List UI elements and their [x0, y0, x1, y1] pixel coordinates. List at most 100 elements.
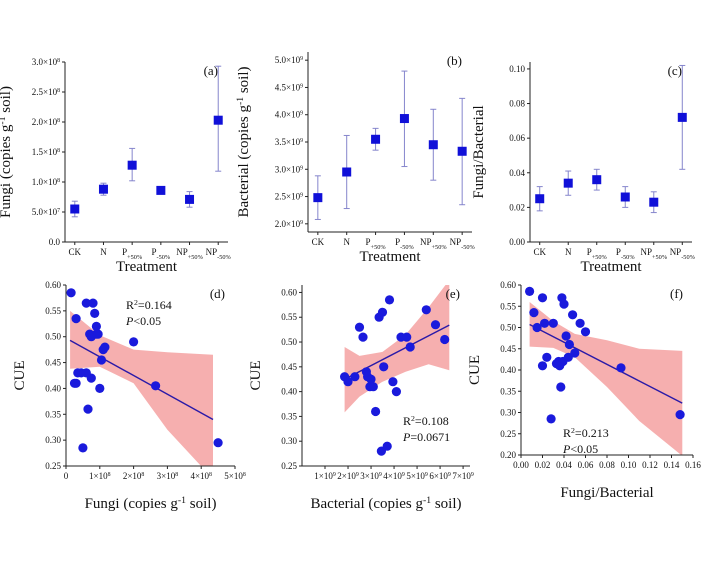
y-tick-label: 0.35: [45, 409, 61, 419]
panel-e: 0.25 0.30 0.35 0.40 0.45 0.50 0.55 0.60 1×109 2×1…: [248, 285, 474, 513]
y-tick-label: 0.30: [500, 408, 516, 418]
x-tick-label: 1×109: [314, 471, 336, 481]
panel-label: (b): [447, 53, 462, 68]
x-tick-label: 5×108: [224, 471, 246, 481]
x-tick-label: NP+50%: [420, 237, 447, 251]
regression-line: [69, 339, 214, 421]
y-tick-label: 0.04: [509, 168, 525, 178]
data-point: [564, 339, 575, 350]
data-point: [525, 286, 535, 296]
annotation-p: P=0.0671: [402, 430, 450, 444]
data-point: [440, 334, 450, 345]
annotation-p: P<0.05: [562, 442, 598, 456]
data-point: [90, 308, 100, 318]
y-tick-label: 0.00: [509, 237, 525, 247]
x-tick-label: 5×109: [406, 471, 428, 481]
x-tick-label: CK: [533, 247, 546, 257]
y-tick-label: 3.5×109: [275, 137, 303, 147]
annotation-r2: R2=0.164: [126, 298, 172, 313]
y-tick-label: 0.08: [509, 99, 525, 109]
y-tick-label: 0.25: [45, 461, 61, 471]
panel-label: (e): [446, 286, 460, 301]
y-tick-label: 0.40: [45, 383, 61, 393]
data-point: [535, 194, 545, 204]
data-point: [213, 438, 223, 448]
y-tick-label: 1.0×108: [32, 177, 60, 187]
y-tick-label: 0.30: [281, 436, 297, 446]
y-tick-label: 3.0×109: [275, 164, 303, 174]
data-point: [343, 377, 353, 387]
data-point: [592, 175, 602, 185]
y-tick-label: 2.0×109: [275, 219, 303, 229]
x-tick-label: 0.00: [513, 460, 529, 470]
y-tick-label: 0.25: [500, 429, 516, 439]
data-point: [354, 322, 365, 332]
data-point: [556, 382, 566, 392]
x-tick-label: 4×109: [383, 471, 405, 481]
y-tick-label: 2.5×109: [275, 192, 303, 202]
data-point: [563, 352, 573, 362]
x-tick-label: N: [565, 247, 572, 257]
y-tick-label: 0.50: [500, 323, 516, 333]
data-point: [568, 310, 578, 320]
data-point: [98, 345, 108, 355]
data-point: [649, 197, 659, 207]
x-tick-label: 0.02: [535, 460, 551, 470]
y-tick-label: 0.25: [281, 461, 297, 471]
data-point: [537, 293, 548, 303]
x-tick-label: P-50%: [152, 247, 171, 261]
annotation-r2: R2=0.213: [563, 426, 609, 441]
data-point: [540, 318, 550, 328]
x-tick-label: NP-50%: [450, 237, 476, 251]
y-tick-label: 0.45: [45, 358, 61, 368]
x-tick-label: 0.08: [599, 460, 615, 470]
y-tick-label: 0.60: [500, 280, 516, 290]
x-tick-label: P+50%: [366, 237, 387, 251]
x-tick-label: 2×109: [337, 471, 359, 481]
data-point: [371, 134, 381, 144]
data-point: [529, 308, 539, 318]
data-point: [677, 112, 687, 122]
data-point: [78, 443, 88, 453]
x-tick-label: N: [100, 247, 107, 257]
y-tick-label: 0.0: [49, 237, 61, 247]
data-point: [81, 298, 91, 308]
x-tick-label: 0.12: [642, 460, 658, 470]
data-point: [66, 288, 76, 298]
data-point: [95, 383, 105, 393]
data-point: [405, 342, 415, 352]
y-tick-label: 0.60: [45, 280, 61, 290]
y-tick-label: 0.35: [500, 386, 516, 396]
x-axis-title: Fungi (copies g-1 soil): [85, 495, 217, 513]
x-tick-label: NP+50%: [176, 247, 203, 261]
annotation-p: P<0.05: [125, 314, 161, 328]
data-point: [151, 381, 161, 391]
panel-d: 0.25 0.30 0.35 0.40 0.45 0.50 0.55 0.60 0 1×108 2×…: [12, 280, 246, 512]
x-tick-label: 6×109: [429, 471, 451, 481]
x-tick-label: NP+50%: [640, 247, 667, 261]
y-axis-title: Fungi (copies g-1 soil): [0, 86, 14, 218]
data-point: [379, 362, 389, 372]
y-tick-label: 0.10: [509, 64, 525, 74]
x-axis-title: Bacterial (copies g-1 soil): [311, 495, 462, 513]
x-tick-label: NP-50%: [206, 247, 232, 261]
y-tick-label: 0.60: [281, 287, 297, 297]
x-axis-title: Treatment: [116, 259, 178, 275]
y-tick-label: 0.55: [500, 301, 516, 311]
y-tick-label: 0.45: [281, 362, 297, 372]
y-axis-title: Bacterial (copies g-1 soil): [235, 66, 253, 217]
data-point: [561, 331, 571, 341]
y-tick-label: 2.0×108: [32, 117, 60, 127]
x-tick-label: P+50%: [122, 247, 143, 261]
y-tick-label: 5.0×107: [32, 207, 60, 217]
data-point: [88, 298, 98, 308]
panel-label: (c): [668, 63, 682, 78]
data-point: [559, 299, 569, 309]
data-point: [675, 410, 685, 420]
data-point: [83, 404, 93, 414]
data-point: [570, 348, 580, 358]
data-point: [127, 160, 137, 170]
panel-label: (a): [204, 63, 218, 78]
